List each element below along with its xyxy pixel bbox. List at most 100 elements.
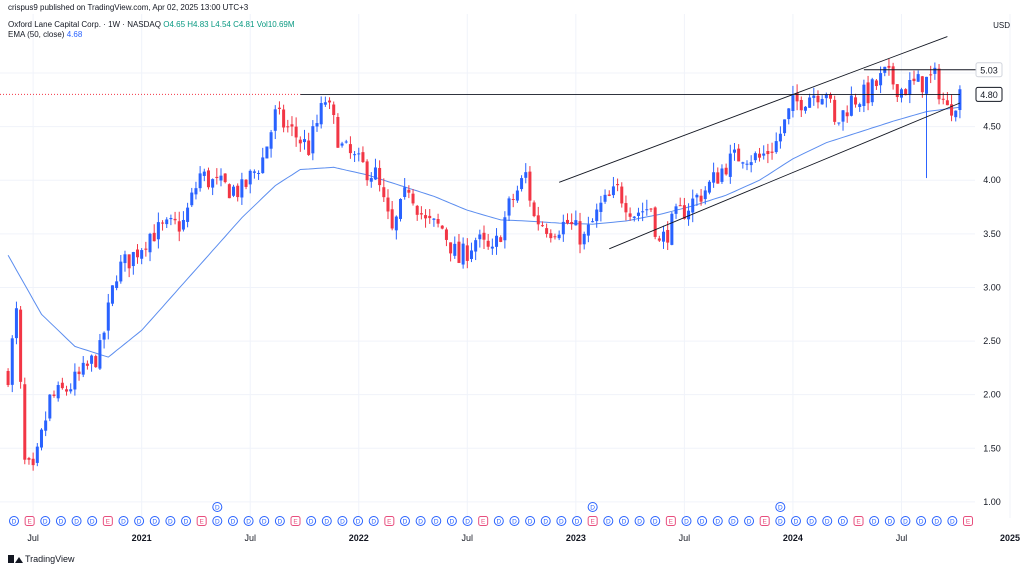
event-marker[interactable]: D [227,516,238,526]
event-marker[interactable]: D [744,516,755,526]
candle-body [536,215,540,225]
event-marker[interactable]: D [259,516,270,526]
event-marker[interactable]: D [368,516,379,526]
currency-label[interactable]: USD [993,21,1010,30]
candle [574,210,578,226]
event-marker[interactable]: D [9,516,19,526]
dividend-marker-circle [353,516,364,526]
event-marker[interactable]: D [87,516,98,526]
candle [386,189,390,220]
event-marker[interactable]: E [384,516,395,526]
candle [444,227,448,247]
candle [56,381,60,402]
event-marker[interactable]: D [712,516,723,526]
event-marker[interactable]: E [853,516,864,526]
event-marker[interactable]: D [118,516,129,526]
ema-legend[interactable]: EMA (50, close) 4.68 [8,30,82,40]
candle [899,87,903,103]
event-marker[interactable]: D [837,516,848,526]
event-marker[interactable]: D [321,516,332,526]
event-marker[interactable]: D [446,516,457,526]
event-marker[interactable]: D [181,516,192,526]
candle [925,76,929,179]
candle [373,158,377,180]
symbol-sep: · [122,20,128,29]
candle-body [674,206,678,214]
candle-body [808,97,812,108]
event-marker[interactable]: D [556,516,567,526]
candle-body [758,153,762,158]
event-marker[interactable]: E [196,516,207,526]
dividend-earnings-markers[interactable]: D E D D D D E D D D D D E D D D D D E D D D D D E D D D D D E D D D D D D E D D… [9,502,973,526]
candle [636,207,640,222]
time-axis[interactable]: Jul 2021 Jul 2022 Jul 2023 Jul 2024 Jul 2025 [27,533,1020,543]
event-marker[interactable]: E [587,516,598,526]
event-marker[interactable]: E [759,516,770,526]
event-marker[interactable]: D [134,516,145,526]
event-marker[interactable]: D [900,516,911,526]
candle-body [261,157,265,174]
event-marker[interactable]: D [587,502,598,512]
event-marker[interactable]: E [665,516,676,526]
symbol-legend[interactable]: Oxford Lane Capital Corp. · 1W · NASDAQ … [8,20,295,30]
event-marker[interactable]: D [947,516,958,526]
candle-body [691,198,695,213]
event-marker[interactable]: D [634,516,645,526]
event-marker[interactable]: D [274,516,285,526]
event-marker[interactable]: D [697,516,708,526]
event-marker[interactable]: D [55,516,66,526]
symbol-name[interactable]: Oxford Lane Capital Corp. [8,20,101,29]
event-marker[interactable]: D [509,516,520,526]
candle [286,119,290,133]
event-marker[interactable]: E [102,516,113,526]
candle [428,209,432,224]
event-marker[interactable]: D [399,516,410,526]
event-marker[interactable]: D [353,516,364,526]
price-axis[interactable]: 1.001.502.002.503.003.504.004.505.005.03… [975,62,1003,507]
event-marker[interactable]: D [572,516,583,526]
event-marker[interactable]: D [306,516,317,526]
event-marker[interactable]: D [931,516,942,526]
candle-body [424,215,428,219]
event-marker[interactable]: E [290,516,301,526]
candle [353,150,357,162]
event-marker[interactable]: D [243,516,254,526]
event-marker[interactable]: D [806,516,817,526]
event-marker[interactable]: D [884,516,895,526]
event-marker[interactable]: D [681,516,692,526]
event-marker[interactable]: E [478,516,489,526]
candle [328,97,332,110]
event-marker[interactable]: D [618,516,629,526]
tradingview-logo[interactable]: TradingView [8,554,75,564]
event-marker[interactable]: D [212,502,223,512]
event-marker[interactable]: D [822,516,833,526]
event-marker[interactable]: D [40,516,51,526]
event-marker[interactable]: D [149,516,160,526]
event-marker[interactable]: D [415,516,426,526]
event-marker[interactable]: D [462,516,473,526]
event-marker[interactable]: D [775,502,786,512]
event-marker[interactable]: D [431,516,442,526]
event-marker[interactable]: D [775,516,786,526]
event-marker[interactable]: D [603,516,614,526]
event-marker[interactable]: D [540,516,551,526]
trendlines[interactable] [0,36,977,250]
candle-body [828,94,833,99]
event-marker[interactable]: D [916,516,927,526]
event-marker[interactable]: D [165,516,176,526]
event-marker[interactable]: D [790,516,801,526]
event-marker[interactable]: D [728,516,739,526]
event-marker[interactable]: D [337,516,348,526]
event-marker[interactable]: D [869,516,880,526]
event-marker-label: D [887,519,892,526]
event-marker[interactable]: D [493,516,504,526]
event-marker[interactable]: E [963,516,973,526]
candle-body [636,212,640,216]
event-marker[interactable]: E [24,516,35,526]
candle-body [60,382,64,389]
event-marker[interactable]: D [71,516,82,526]
event-marker[interactable]: D [212,516,223,526]
event-marker[interactable]: D [650,516,661,526]
event-marker[interactable]: D [525,516,536,526]
